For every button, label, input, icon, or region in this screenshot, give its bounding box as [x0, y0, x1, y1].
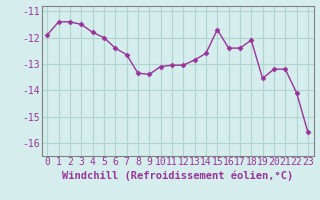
X-axis label: Windchill (Refroidissement éolien,°C): Windchill (Refroidissement éolien,°C) — [62, 170, 293, 181]
